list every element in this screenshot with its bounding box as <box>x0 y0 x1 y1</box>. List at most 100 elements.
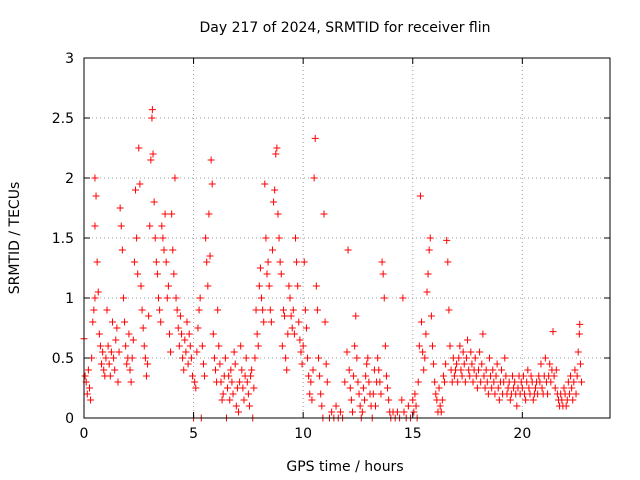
data-point <box>571 366 579 374</box>
data-point <box>107 348 115 356</box>
data-point <box>268 246 276 254</box>
data-point <box>281 312 289 320</box>
data-point <box>161 210 169 218</box>
data-point <box>87 396 95 404</box>
data-point <box>205 210 213 218</box>
data-point <box>524 366 532 374</box>
x-axis-label: GPS time / hours <box>286 459 403 475</box>
data-point <box>458 372 466 380</box>
data-point <box>282 354 290 362</box>
data-point <box>105 360 113 368</box>
data-point <box>351 342 359 350</box>
data-point <box>283 366 291 374</box>
data-point <box>578 378 586 386</box>
data-point <box>231 360 239 368</box>
data-point <box>141 354 149 362</box>
data-point <box>567 372 575 380</box>
data-point <box>450 372 458 380</box>
data-point <box>150 198 158 206</box>
data-point <box>163 294 171 302</box>
data-point <box>225 372 233 380</box>
data-point <box>204 282 212 290</box>
data-point <box>134 270 142 278</box>
data-point <box>409 396 417 404</box>
data-point <box>346 384 354 392</box>
data-point <box>262 234 270 242</box>
data-point <box>518 384 526 392</box>
data-point <box>149 150 157 158</box>
data-point <box>113 324 121 332</box>
data-point <box>552 366 560 374</box>
data-point <box>274 210 282 218</box>
y-axis-label: SRMTID / TECUs <box>7 182 23 295</box>
data-point <box>199 360 207 368</box>
data-point <box>490 378 498 386</box>
data-point <box>129 336 137 344</box>
data-point <box>221 354 229 362</box>
data-point <box>575 330 583 338</box>
data-point <box>273 144 281 152</box>
y-tick-label: 1 <box>65 291 74 307</box>
data-point <box>495 396 503 404</box>
data-point <box>117 222 125 230</box>
data-point <box>137 282 145 290</box>
data-point <box>576 360 584 368</box>
data-point <box>345 366 353 374</box>
data-point <box>483 378 491 386</box>
data-point <box>381 342 389 350</box>
data-point <box>127 378 135 386</box>
data-point <box>114 378 122 386</box>
data-point <box>152 258 160 266</box>
data-point <box>376 378 384 386</box>
data-point <box>304 354 312 362</box>
data-point <box>164 282 172 290</box>
data-point <box>355 390 363 398</box>
data-point <box>250 384 258 392</box>
data-point <box>209 330 217 338</box>
data-point <box>160 246 168 254</box>
data-point <box>147 156 155 164</box>
data-point <box>461 378 469 386</box>
data-point <box>91 294 99 302</box>
data-point <box>287 312 295 320</box>
data-point <box>92 192 100 200</box>
data-point <box>508 372 516 380</box>
data-point <box>541 354 549 362</box>
data-point <box>110 354 118 362</box>
data-point <box>193 348 201 356</box>
data-point <box>130 258 138 266</box>
x-tick-label: 0 <box>80 426 89 442</box>
data-point <box>216 360 224 368</box>
data-point <box>162 258 170 266</box>
data-point <box>119 294 127 302</box>
data-point <box>173 306 181 314</box>
data-point <box>237 342 245 350</box>
data-point <box>175 342 183 350</box>
data-point <box>464 336 472 344</box>
data-point <box>170 270 178 278</box>
data-point <box>362 372 370 380</box>
data-point <box>310 174 318 182</box>
data-point <box>245 402 253 410</box>
data-point <box>476 348 484 356</box>
data-point <box>311 134 319 142</box>
data-point <box>98 360 106 368</box>
data-point <box>475 366 482 374</box>
data-point <box>422 330 430 338</box>
data-point <box>569 396 577 404</box>
data-point <box>570 378 578 386</box>
data-point <box>438 396 446 404</box>
data-point <box>347 396 355 404</box>
data-point <box>242 354 250 362</box>
data-point <box>364 354 372 362</box>
data-point <box>361 396 369 404</box>
data-point <box>253 330 261 338</box>
data-point <box>270 198 278 206</box>
data-point <box>348 408 356 416</box>
data-point <box>180 366 188 374</box>
data-point <box>100 366 108 374</box>
x-tick-label: 20 <box>513 426 531 442</box>
data-point <box>122 342 130 350</box>
data-point <box>294 282 302 290</box>
